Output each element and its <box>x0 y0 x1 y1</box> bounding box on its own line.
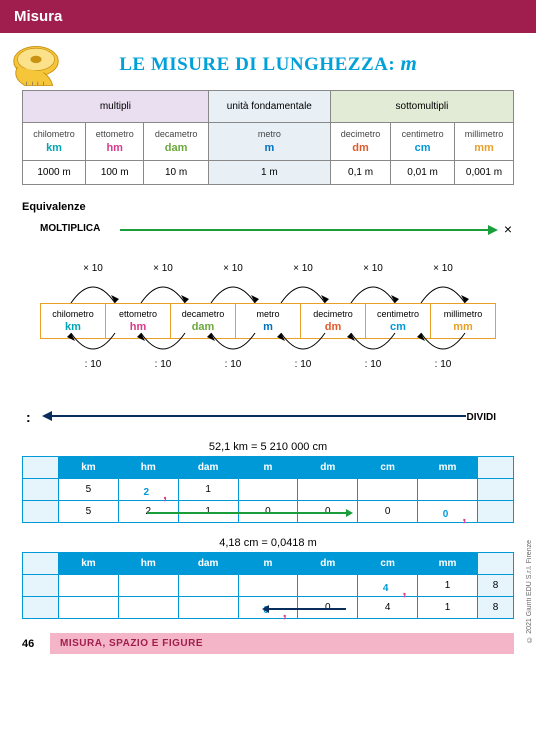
measuring-tape-icon <box>8 39 64 91</box>
divide-symbol: : <box>26 409 31 425</box>
page-body: LE MISURE DI LUNGHEZZA: m multipli unità… <box>0 33 536 660</box>
multiply-symbol: × <box>504 221 512 237</box>
page-title: LE MISURE DI LUNGHEZZA: m <box>22 51 514 76</box>
conv1-caption: 52,1 km = 5 210 000 cm <box>22 441 514 453</box>
page-number: 46 <box>22 638 50 650</box>
group-fondamentale: unità fondamentale <box>208 91 330 123</box>
table-row: 5 2 1 0 0 0 0, <box>23 501 514 523</box>
unit-names-row: chilometrokm ettometrohm decametrodam me… <box>23 123 514 161</box>
unit-values-row: 1000 m 100 m 10 m 1 m 0,1 m 0,01 m 0,001… <box>23 161 514 185</box>
multiply-arrow <box>120 229 490 231</box>
top-arcs: × 10 × 10 × 10 × 10 × 10 × 10 <box>64 263 472 274</box>
conv-table-1: kmhmdammdmcmmm 5 2, 1 5 2 1 0 0 0 0, <box>22 456 514 523</box>
page-footer: 46 MISURA, SPAZIO E FIGURE <box>22 633 514 654</box>
conv-table-2: kmhmdammdmcmmm 4, 1 8 0, 0 4 1 8 <box>22 552 514 619</box>
bottom-arcs: : 10 : 10 : 10 : 10 : 10 : 10 <box>64 351 472 362</box>
units-table: multipli unità fondamentale sottomultipl… <box>22 90 514 185</box>
copyright: © 2021 Giunti EDU S.r.l. Firenze <box>526 540 533 643</box>
conv2-caption: 4,18 cm = 0,0418 m <box>22 537 514 549</box>
dividi-label: DIVIDI <box>467 412 496 423</box>
group-sottomultipli: sottomultipli <box>330 91 513 123</box>
group-multipli: multipli <box>23 91 209 123</box>
divide-arrow <box>50 415 466 417</box>
title-text: LE MISURE DI LUNGHEZZA: <box>119 54 400 75</box>
moltiplica-label: MOLTIPLICA <box>40 223 100 234</box>
table-row: 4, 1 8 <box>23 575 514 597</box>
equivalenze-diagram: MOLTIPLICA × × 10 × 10 × 10 × 10 × 10 × … <box>22 223 514 423</box>
equivalenze-heading: Equivalenze <box>22 201 514 213</box>
table-row: 5 2, 1 <box>23 479 514 501</box>
title-unit: m <box>400 51 416 75</box>
footer-label: MISURA, SPAZIO E FIGURE <box>50 633 514 654</box>
header-bar: Misura <box>0 0 536 33</box>
table-row: 0, 0 4 1 8 <box>23 597 514 619</box>
